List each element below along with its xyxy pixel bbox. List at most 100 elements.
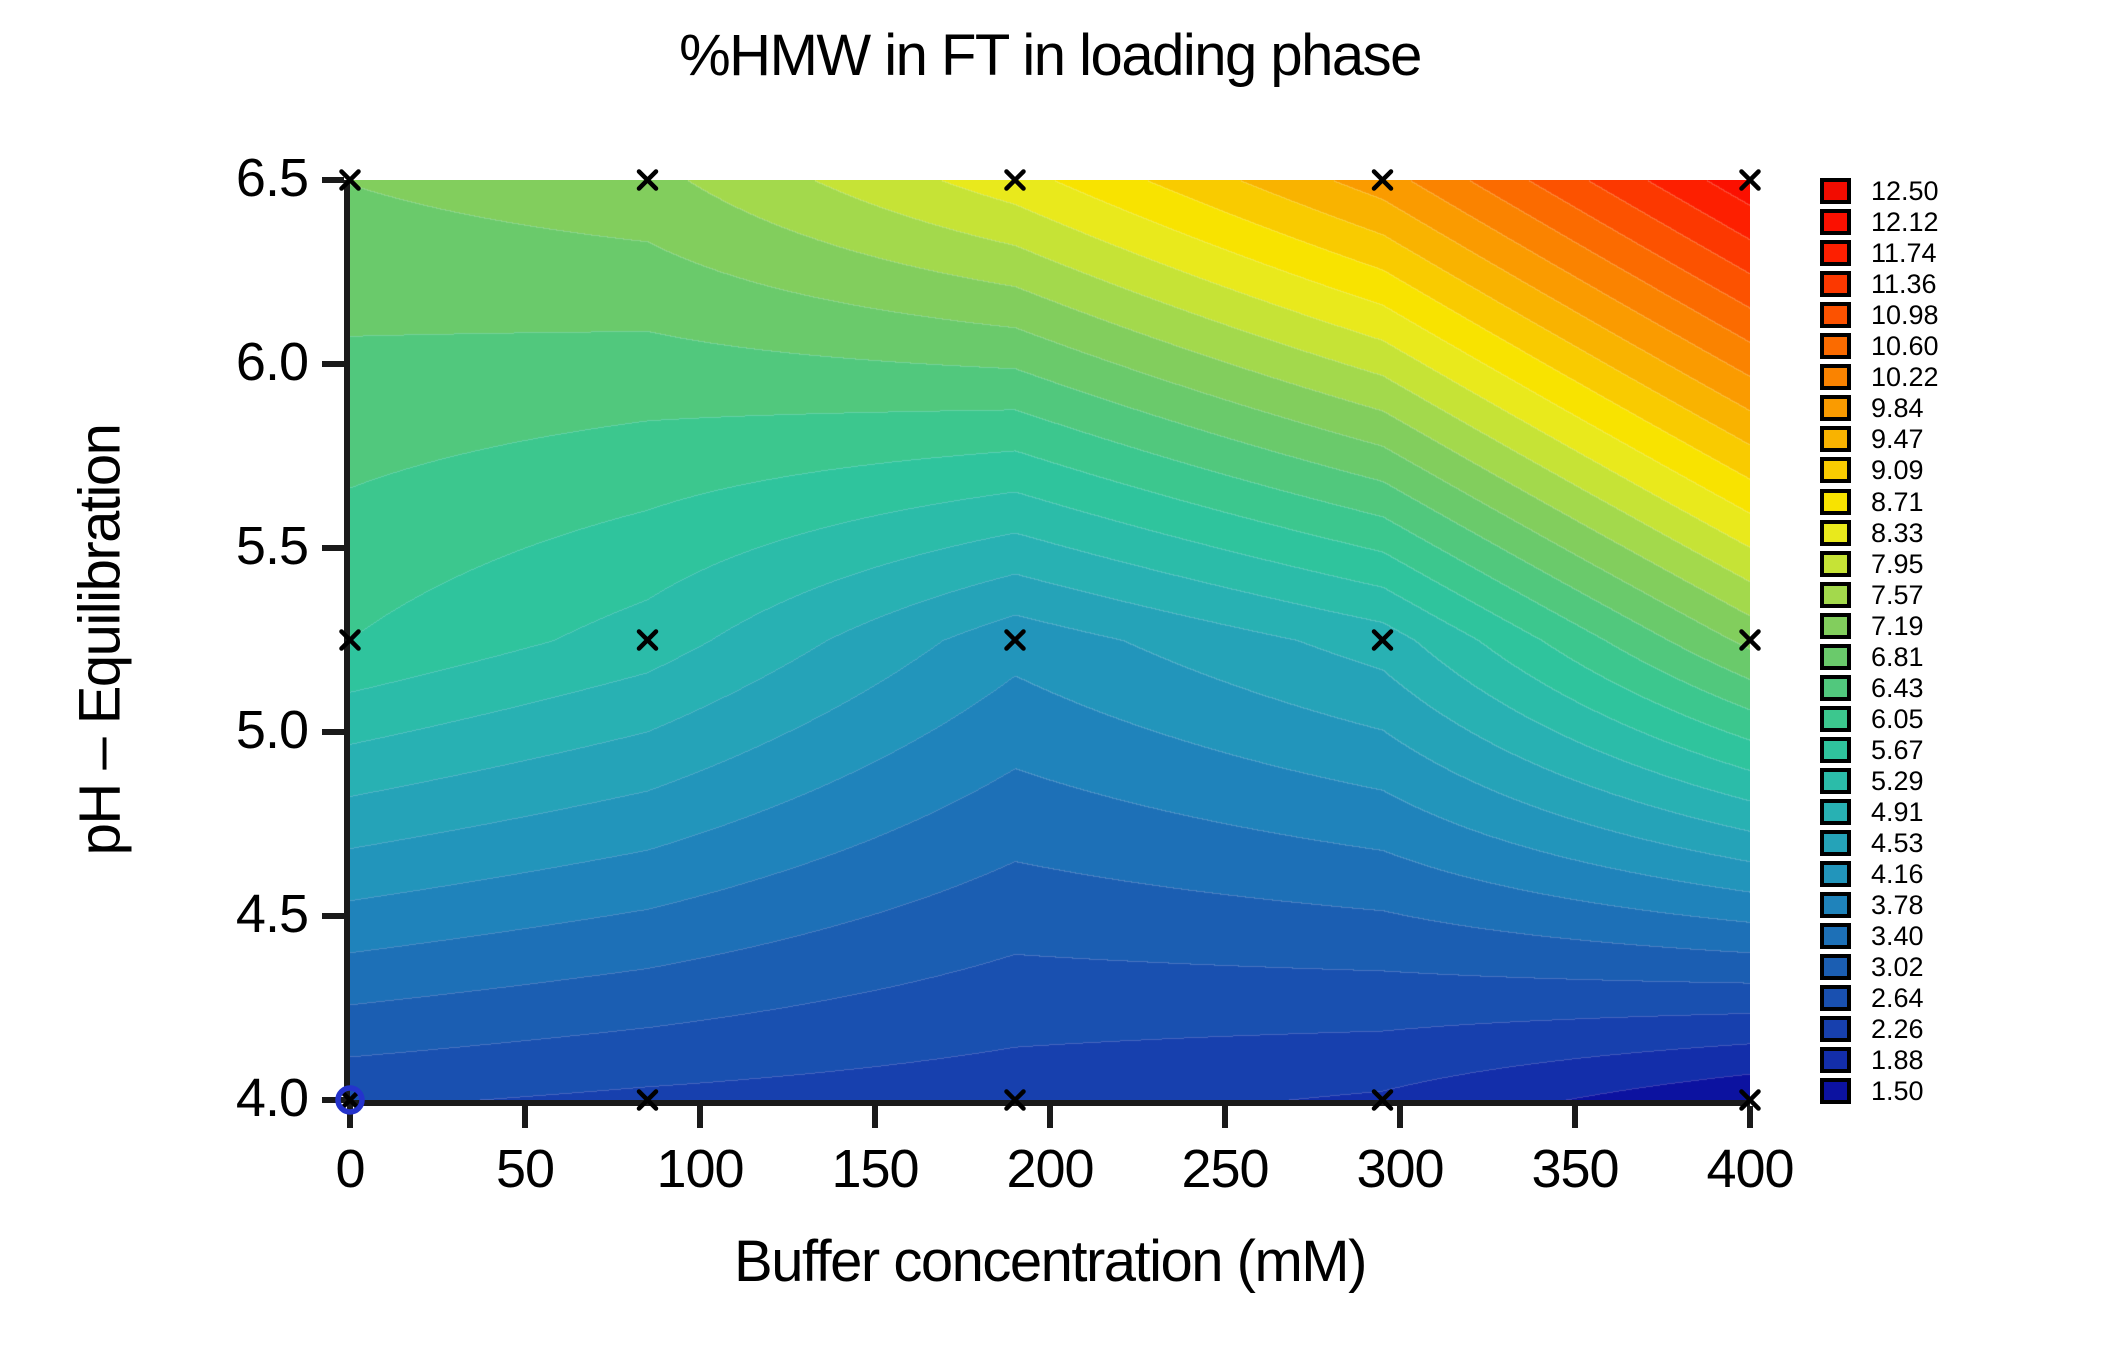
legend-swatch xyxy=(1820,643,1851,670)
x-axis-title: Buffer concentration (mM) xyxy=(734,1229,1367,1294)
legend-row[interactable]: 1.50 xyxy=(1820,1078,1924,1105)
legend-row[interactable]: 12.50 xyxy=(1820,178,1939,205)
y-tick-label: 4.0 xyxy=(235,1068,309,1128)
legend-swatch xyxy=(1820,333,1851,360)
legend-row[interactable]: 3.02 xyxy=(1820,954,1924,981)
legend-row[interactable]: 4.91 xyxy=(1820,799,1924,826)
legend-swatch xyxy=(1820,767,1851,794)
y-tick-label: 6.0 xyxy=(235,332,309,392)
legend-row[interactable]: 6.81 xyxy=(1820,641,1924,672)
legend-swatch xyxy=(1820,612,1851,639)
y-tick-mark xyxy=(322,545,344,551)
legend-swatch xyxy=(1820,736,1851,763)
legend-swatch xyxy=(1820,923,1851,950)
x-tick-label: 0 xyxy=(335,1139,365,1199)
x-tick-mark xyxy=(522,1106,528,1128)
y-tick-mark xyxy=(322,361,344,367)
legend-swatch xyxy=(1820,519,1851,546)
legend-label: 2.64 xyxy=(1871,983,1924,1014)
legend-swatch xyxy=(1820,799,1851,825)
y-axis-title: pH – Equilibration xyxy=(67,424,133,856)
legend-label: 7.19 xyxy=(1871,610,1924,641)
legend-swatch xyxy=(1820,861,1851,888)
legend-swatch xyxy=(1820,209,1851,236)
legend-swatch xyxy=(1820,581,1851,608)
legend-label: 6.05 xyxy=(1871,703,1924,734)
legend-label: 8.71 xyxy=(1871,486,1924,517)
legend-label: 10.22 xyxy=(1871,362,1939,393)
legend-swatch xyxy=(1820,954,1851,981)
legend-swatch xyxy=(1820,457,1851,484)
legend-label: 7.95 xyxy=(1871,548,1924,579)
chart-title: %HMW in FT in loading phase xyxy=(679,23,1422,88)
legend-row[interactable]: 7.19 xyxy=(1820,610,1924,641)
legend-row[interactable]: 8.71 xyxy=(1820,486,1924,517)
legend-row[interactable]: 7.57 xyxy=(1820,581,1924,608)
y-tick-mark xyxy=(322,913,344,919)
legend-swatch xyxy=(1820,892,1851,919)
legend-row[interactable]: 10.98 xyxy=(1820,302,1939,329)
legend-swatch xyxy=(1820,240,1851,267)
legend-swatch xyxy=(1820,488,1851,515)
legend-swatch xyxy=(1820,705,1851,732)
legend-swatch xyxy=(1820,302,1851,329)
legend-row[interactable]: 2.64 xyxy=(1820,983,1924,1014)
legend-row[interactable]: 8.33 xyxy=(1820,517,1924,548)
x-tick-label: 250 xyxy=(1181,1139,1269,1199)
legend-row[interactable]: 5.67 xyxy=(1820,736,1924,763)
legend-row[interactable]: 7.95 xyxy=(1820,548,1924,579)
legend-row[interactable]: 10.22 xyxy=(1820,362,1939,393)
legend-label: 2.26 xyxy=(1871,1014,1924,1045)
x-tick-mark xyxy=(872,1106,878,1128)
y-tick-label: 6.5 xyxy=(235,148,309,208)
legend-row[interactable]: 10.60 xyxy=(1820,333,1939,360)
legend-row[interactable]: 5.29 xyxy=(1820,765,1924,796)
legend-label: 11.74 xyxy=(1871,238,1937,269)
legend-swatch xyxy=(1820,674,1851,701)
legend-row[interactable]: 3.40 xyxy=(1820,921,1924,952)
legend-row[interactable]: 9.84 xyxy=(1820,395,1924,422)
x-tick-label: 200 xyxy=(1006,1139,1094,1199)
legend-label: 6.43 xyxy=(1871,672,1924,703)
legend-row[interactable]: 12.12 xyxy=(1820,209,1939,236)
legend-row[interactable]: 3.78 xyxy=(1820,890,1924,921)
x-tick-label: 150 xyxy=(831,1139,919,1199)
legend-row[interactable]: 4.16 xyxy=(1820,859,1924,890)
x-tick-label: 100 xyxy=(656,1139,744,1199)
y-tick-mark xyxy=(322,1097,344,1103)
x-tick-label: 50 xyxy=(495,1139,555,1199)
legend-row[interactable]: 6.05 xyxy=(1820,703,1924,734)
y-tick-label: 5.5 xyxy=(235,516,309,576)
x-tick-mark xyxy=(1572,1106,1578,1128)
legend-label: 4.16 xyxy=(1871,859,1924,890)
legend-label: 5.29 xyxy=(1871,765,1924,796)
legend-row[interactable]: 4.53 xyxy=(1820,828,1924,859)
legend-swatch xyxy=(1820,178,1851,204)
legend-label: 3.40 xyxy=(1871,921,1924,952)
y-tick-mark xyxy=(322,177,344,183)
legend-row[interactable]: 2.26 xyxy=(1820,1014,1924,1045)
legend-label: 8.33 xyxy=(1871,517,1924,548)
x-tick-label: 400 xyxy=(1706,1139,1794,1199)
legend-row[interactable]: 11.74 xyxy=(1820,238,1937,269)
x-tick-mark xyxy=(1397,1106,1403,1128)
legend-row[interactable]: 9.47 xyxy=(1820,426,1924,453)
legend-row[interactable]: 11.36 xyxy=(1820,269,1937,300)
legend-row[interactable]: 6.43 xyxy=(1820,672,1924,703)
legend-label: 6.81 xyxy=(1871,641,1924,672)
contour-plot-canvas[interactable] xyxy=(350,180,1750,1100)
x-tick-label: 350 xyxy=(1531,1139,1619,1199)
legend-label: 9.09 xyxy=(1871,455,1924,486)
legend-label: 3.78 xyxy=(1871,890,1924,921)
x-tick-mark xyxy=(1747,1106,1753,1128)
legend-swatch xyxy=(1820,550,1851,577)
x-tick-mark xyxy=(1047,1106,1053,1128)
legend-swatch xyxy=(1820,985,1851,1012)
x-tick-mark xyxy=(697,1106,703,1128)
x-tick-mark xyxy=(1222,1106,1228,1128)
legend-label: 4.53 xyxy=(1871,828,1924,859)
legend-row[interactable]: 1.88 xyxy=(1820,1047,1924,1074)
legend-row[interactable]: 9.09 xyxy=(1820,455,1924,486)
legend-label: 11.36 xyxy=(1871,269,1937,300)
